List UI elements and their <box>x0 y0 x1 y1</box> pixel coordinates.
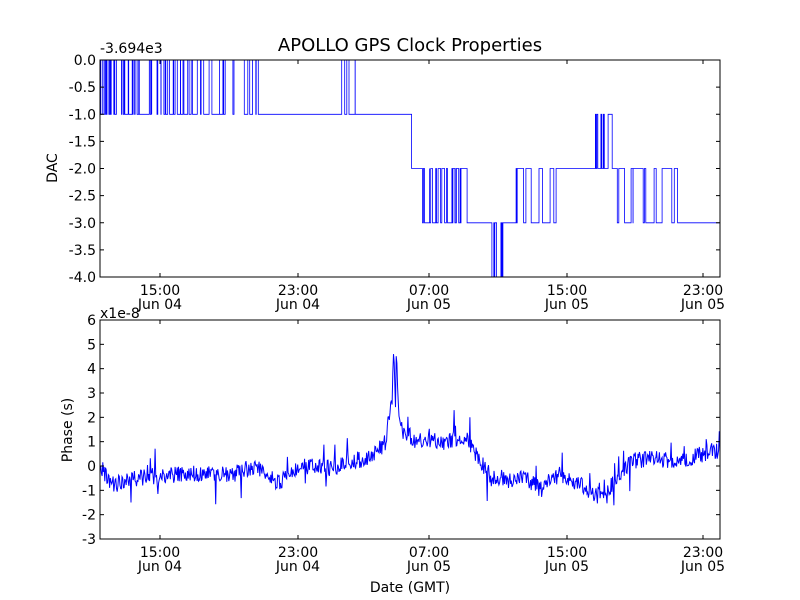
phase-y-tick-label: 4 <box>87 362 96 378</box>
dac-y-tick-label: -2.5 <box>69 189 96 205</box>
dac-x-tick-time: 23:00 <box>278 283 318 299</box>
dac-x-tick-date: Jun 05 <box>680 297 725 313</box>
phase-x-axis-label: Date (GMT) <box>370 580 450 596</box>
dac-x-tick-time: 15:00 <box>140 283 180 299</box>
phase-y-tick-label: 1 <box>87 435 96 451</box>
phase-y-tick-label: 6 <box>87 313 96 329</box>
dac-x-tick-time: 07:00 <box>409 283 449 299</box>
phase-y-tick-label: -1 <box>82 483 96 499</box>
phase-x-tick-time: 15:00 <box>547 545 587 561</box>
dac-series-line <box>100 59 720 278</box>
dac-y-tick-label: -4.0 <box>69 270 96 286</box>
dac-y-tick-label: -3.5 <box>69 243 96 259</box>
phase-x-tick-date: Jun 04 <box>137 559 182 575</box>
dac-y-tick-label: -0.5 <box>69 80 96 96</box>
dac-x-tick-date: Jun 04 <box>137 297 182 313</box>
phase-x-tick-time: 23:00 <box>683 545 723 561</box>
phase-y-tick-label: -3 <box>82 532 96 548</box>
dac-offset-label: -3.694e3 <box>100 41 163 57</box>
phase-x-tick-time: 23:00 <box>278 545 318 561</box>
dac-x-tick-date: Jun 04 <box>275 297 320 313</box>
dac-axes-frame <box>99 59 721 278</box>
dac-y-tick-label: -1.5 <box>69 134 96 150</box>
phase-y-axis-label: Phase (s) <box>60 398 76 462</box>
phase-y-tick-label: 5 <box>87 337 96 353</box>
phase-y-tick-label: 0 <box>87 459 96 475</box>
phase-line-layer <box>99 354 721 506</box>
phase-y-tick-label: 3 <box>87 386 96 402</box>
dac-x-tick-date: Jun 05 <box>544 297 589 313</box>
dac-y-tick-label: -2.0 <box>69 162 96 178</box>
dac-y-tick-label: -1.0 <box>69 107 96 123</box>
dac-y-tick-label: -3.0 <box>69 216 96 232</box>
dac-y-axis-label: DAC <box>45 153 61 183</box>
phase-y-tick-label: -2 <box>82 508 96 524</box>
phase-y-tick-layer: 6 5 4 3 2 1 0 -1 -2 -3 <box>82 313 720 548</box>
phase-x-tick-date: Jun 05 <box>406 559 451 575</box>
dac-panel: -3.694e3 0.0 -0.5 -1.0 -1.5 -2.0 -2.5 -3.0 -3.5… <box>45 41 725 313</box>
phase-x-tick-time: 15:00 <box>140 545 180 561</box>
phase-x-tick-date: Jun 05 <box>680 559 725 575</box>
phase-x-tick-date: Jun 05 <box>544 559 589 575</box>
phase-x-tick-time: 07:00 <box>409 545 449 561</box>
phase-y-tick-label: 2 <box>87 410 96 426</box>
phase-axes-frame <box>99 319 721 540</box>
dac-x-tick-time: 23:00 <box>683 283 723 299</box>
dac-y-tick-layer: 0.0 -0.5 -1.0 -1.5 -2.0 -2.5 -3.0 -3.5 -4.0 <box>69 53 720 286</box>
dac-x-tick-time: 15:00 <box>547 283 587 299</box>
dac-x-tick-date: Jun 05 <box>406 297 451 313</box>
dac-y-tick-label: 0.0 <box>74 53 96 69</box>
chart-title: APOLLO GPS Clock Properties <box>278 35 542 56</box>
phase-x-tick-date: Jun 04 <box>275 559 320 575</box>
dac-line-layer <box>100 59 720 278</box>
phase-offset-label: x1e-8 <box>100 306 140 322</box>
phase-series-line <box>99 354 721 506</box>
